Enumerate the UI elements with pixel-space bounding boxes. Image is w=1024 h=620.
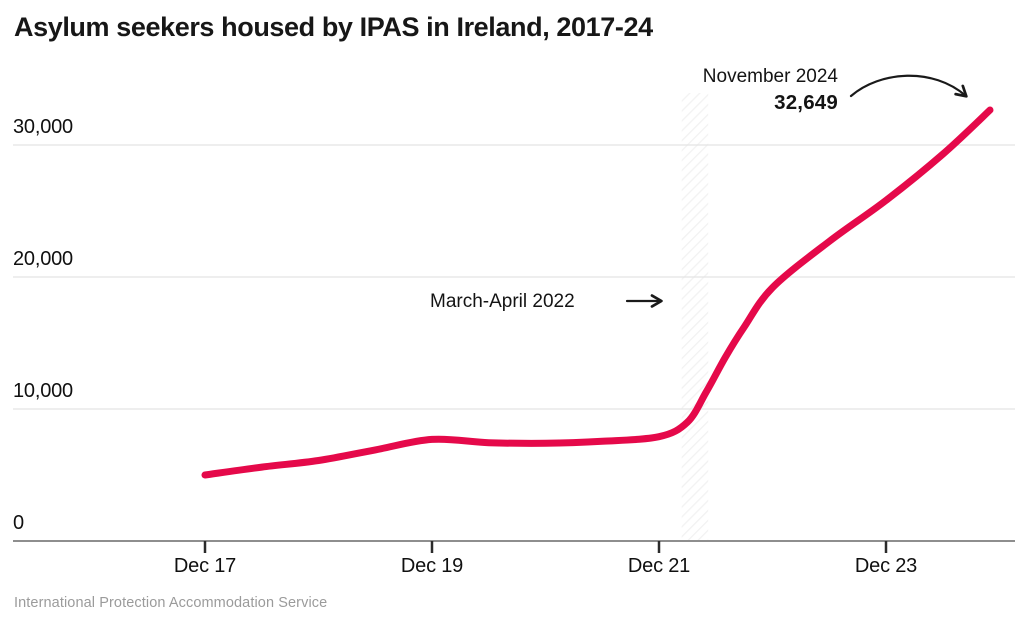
annotation-november-label: November 2024 (702, 66, 838, 87)
chart-title: Asylum seekers housed by IPAS in Ireland… (14, 12, 653, 42)
x-axis-label: Dec 23 (854, 555, 918, 577)
data-line (201, 106, 994, 479)
annotation-november-2024: November 2024 32,649 (703, 64, 838, 116)
y-axis-label: 30,000 (13, 116, 73, 138)
gridlines (13, 144, 1015, 410)
x-axis-label: Dec 17 (173, 555, 237, 577)
annotation-march-april-2022: March-April 2022 (430, 291, 575, 313)
asylum-seekers-line (201, 106, 994, 479)
x-axis-label: Dec 21 (627, 555, 691, 577)
annotation-march-label: March-April 2022 (430, 291, 575, 312)
annotation-november-value: 32,649 (774, 91, 838, 114)
x-axis-label: Dec 19 (400, 555, 464, 577)
y-axis-label: 10,000 (13, 380, 73, 402)
november-annotation-arrow-icon (849, 74, 968, 98)
source-note: International Protection Accommodation S… (14, 595, 328, 611)
event-band-rect (681, 93, 709, 541)
y-axis-label: 0 (13, 512, 24, 534)
x-axis (13, 540, 1015, 553)
y-axis-label: 20,000 (13, 248, 73, 270)
event-band-march-april-2022 (681, 93, 709, 541)
